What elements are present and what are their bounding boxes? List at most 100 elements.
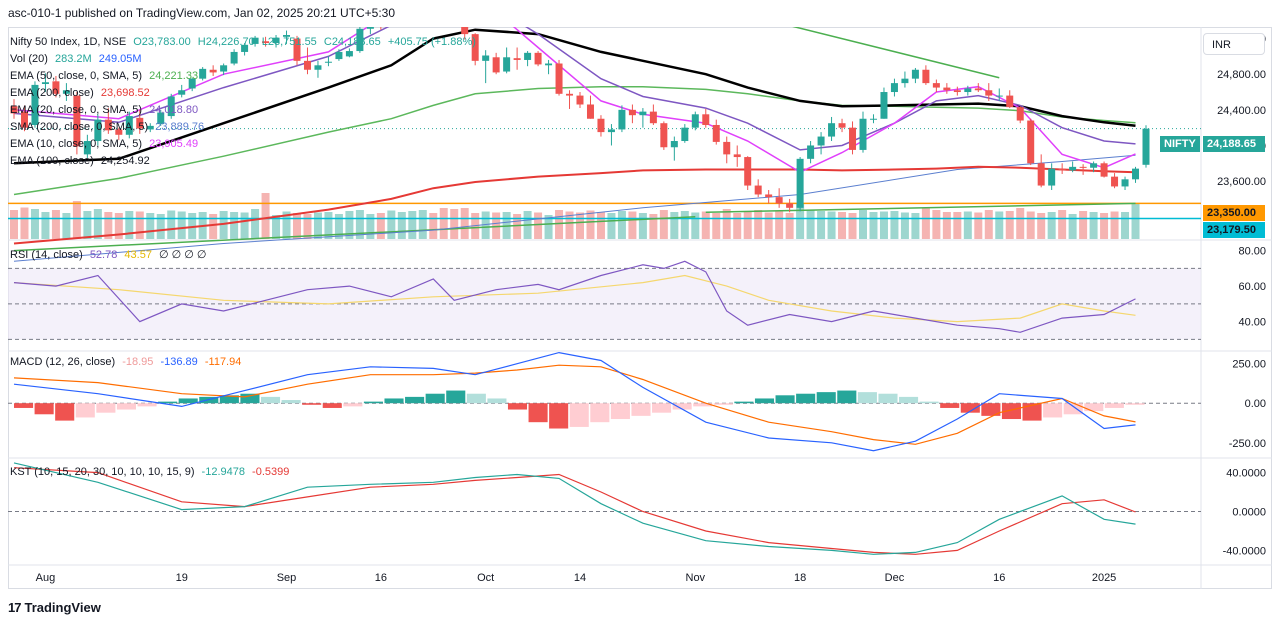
macd-hist-value: -18.95 [122, 356, 154, 368]
macd-histogram-bar [281, 400, 301, 404]
vol-label: Vol (20) [10, 53, 48, 65]
volume-bar [1131, 203, 1140, 239]
candle-body [974, 88, 982, 91]
volume-bar [817, 211, 826, 239]
candle-body [901, 78, 909, 84]
volume-bar [366, 214, 375, 239]
macd-histogram-bar [981, 403, 1001, 416]
kst-line [13, 462, 1136, 555]
candle-body [943, 87, 951, 91]
volume-bar [355, 210, 364, 239]
macd-histogram-bar [302, 403, 322, 405]
macd-legend: MACD (12, 26, close) -18.95 -136.89 -117… [10, 356, 245, 368]
macd-histogram-bar [610, 403, 630, 420]
candle-body [597, 118, 605, 133]
rsi-label: RSI (14, close) [10, 249, 83, 261]
candle-body [607, 129, 615, 133]
volume-bar [890, 211, 899, 239]
volume-bar [177, 211, 186, 239]
sma200-line [13, 154, 1136, 262]
macd-axis-tick: -250.00 [1229, 438, 1266, 450]
kst-axis-tick: 0.0000 [1232, 507, 1266, 519]
macd-histogram-bar [919, 401, 939, 404]
volume-bar [293, 213, 301, 239]
candle-body [73, 95, 81, 147]
price-axis-tick: 24,400.00 [1217, 105, 1266, 117]
price-label-level-1: 23,350.00 [1203, 205, 1265, 221]
volume-bar [743, 211, 752, 239]
candle-body [20, 111, 28, 128]
candle-body [754, 185, 762, 195]
candle-body [461, 27, 469, 35]
volume-bar [439, 208, 448, 239]
macd-histogram-bar [219, 395, 239, 404]
volume-bar [534, 212, 543, 239]
macd-histogram-bar [857, 392, 877, 404]
tradingview-logo-icon: 17 [8, 600, 22, 615]
volume-bar [10, 210, 18, 239]
candle-body [586, 104, 594, 119]
rsi-legend: RSI (14, close) 52.78 43.57 ∅ ∅ ∅ ∅ [10, 248, 211, 261]
volume-bar [638, 213, 647, 239]
ema100-label: EMA (100, close) [10, 155, 94, 167]
volume-bar [932, 210, 941, 239]
candle-body [1121, 179, 1129, 187]
macd-histogram-bar [260, 396, 281, 404]
macd-histogram-bar [96, 403, 116, 413]
volume-bar [649, 214, 658, 239]
volume-bar [125, 211, 134, 239]
sma200-value: 23,889.76 [155, 121, 205, 133]
candle-body [859, 118, 867, 150]
volume-bar [167, 210, 176, 239]
volume-bar [565, 211, 574, 239]
volume-bar [41, 212, 50, 239]
volume-bar [240, 212, 249, 239]
volume-bar [1079, 211, 1088, 239]
volume-bar [586, 210, 595, 239]
candle-body [345, 51, 353, 57]
price-label-symbol: NIFTY [1160, 136, 1200, 152]
volume-bar [869, 212, 878, 239]
volume-bar [838, 212, 847, 239]
volume-bar [827, 211, 836, 239]
macd-histogram-bar [940, 403, 960, 408]
candle-body [702, 114, 710, 125]
time-axis-tick: Sep [277, 572, 297, 584]
candle-body [513, 58, 521, 60]
macd-histogram-bar [837, 390, 857, 404]
candle-body [953, 90, 961, 93]
candle-body [1090, 163, 1098, 168]
volume-bar [114, 213, 123, 239]
candle-body [104, 119, 112, 131]
candle-body [125, 116, 133, 135]
time-axis-tick: Oct [477, 572, 494, 584]
price-label-last: 24,188.65 [1203, 136, 1265, 152]
ema10-value: 23,905.49 [149, 138, 199, 150]
candle-body [31, 84, 39, 125]
macd-histogram-bar [631, 403, 651, 416]
volume-bar [911, 213, 920, 239]
volume-bar [995, 211, 1004, 239]
volume-bar [429, 213, 438, 239]
macd-histogram-bar [878, 393, 898, 404]
volume-bar [104, 212, 113, 239]
low-value: L23,751.55 [261, 36, 317, 48]
candle-body [262, 41, 270, 44]
candle-body [146, 125, 154, 130]
macd-histogram-bar [899, 396, 919, 404]
candle-body [807, 145, 815, 159]
volume-bar [942, 212, 951, 239]
price-axis-tick: 23,600.00 [1217, 176, 1266, 188]
main-legend: Nifty 50 Index, 1D, NSE O23,783.00 H24,2… [10, 36, 480, 48]
macd-histogram-bar [507, 403, 528, 410]
chart-canvas[interactable]: 25,200.0024,800.0024,400.0024,000.0023,6… [8, 27, 1272, 589]
currency-selector[interactable]: INR [1203, 33, 1265, 55]
macd-histogram-bar [343, 403, 363, 407]
volume-bar [261, 193, 270, 239]
ema20-line [13, 27, 1136, 151]
volume-bar [387, 210, 396, 239]
macd-axis-tick: 0.00 [1245, 398, 1266, 410]
macd-histogram-bar [1043, 403, 1063, 418]
candle-body [838, 123, 846, 128]
volume-bar [1026, 211, 1035, 239]
